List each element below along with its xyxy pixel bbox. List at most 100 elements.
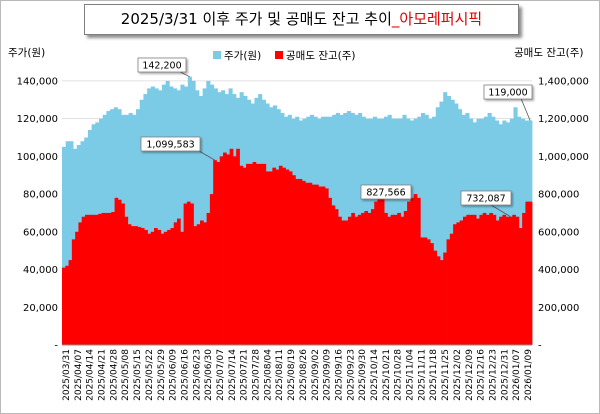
callout-leader [490,204,511,218]
short-balance-column [423,237,428,345]
short-balance-column [272,167,277,345]
short-balance-column [265,171,270,345]
short-balance-column [91,214,96,345]
short-balance-column [393,214,398,345]
short-balance-column [78,222,83,345]
short-balance-column [147,233,152,345]
price-column [180,84,185,345]
x-tick-label: 2026/01/07 [512,349,522,401]
price-column [173,88,178,345]
short-balance-column [282,167,286,345]
price-column [169,86,174,345]
short-balance-column [295,178,300,345]
short-balance-column [403,211,408,345]
x-tick-label: 2025/06/30 [204,349,214,401]
short-balance-column [518,228,523,345]
short-balance-column [98,213,102,345]
short-balance-column [426,239,431,345]
x-tick-label: 2025/06/09 [169,349,179,401]
short-balance-column [318,186,323,345]
price-column [202,88,207,345]
callout-box [360,184,412,200]
short-balance-column [111,211,115,345]
short-balance-column [361,212,365,345]
short-balance-column [101,212,106,345]
short-balance-column [216,161,221,345]
price-column [150,86,155,345]
short-balance-column [134,226,138,345]
short-balance-column [522,212,526,345]
callout-label: 119,000 [488,88,527,99]
short-balance-column [321,186,326,345]
x-tick-label: 2026/01/09 [524,349,534,401]
short-balance-column [502,214,507,345]
short-balance-column [71,239,76,345]
short-balance-column [492,214,497,345]
x-tick-label: 2025/12/31 [500,349,510,401]
short-balance-column [288,171,293,345]
price-column [158,90,163,345]
y-right-tick-label: 1,200,000 [538,114,589,125]
price-column [439,101,444,346]
y-right-tick-label: 800,000 [538,190,579,201]
short-balance-column [357,214,362,345]
x-tick-label: 2025/07/21 [240,349,250,401]
short-balance-column [377,195,382,345]
y-right-tick-label: 400,000 [538,265,579,276]
short-balance-column [351,212,355,345]
short-balance-column [482,212,487,345]
price-column [176,90,181,345]
x-tick-label: 2025/08/11 [275,349,285,401]
short-balance-column [177,218,181,345]
short-balance-column [170,228,175,345]
x-tick-label: 2025/04/21 [98,349,108,401]
y-left-tick-label: - [54,341,58,352]
short-balance-column [85,214,89,345]
short-balance-column [88,214,92,345]
y-right-axis-label: 공매도 잔고(주) [514,47,584,59]
short-balance-column [338,216,342,345]
short-balance-column [410,197,415,345]
short-balance-column [489,212,493,345]
price-column [143,94,148,345]
y-right-tick-label: 600,000 [538,227,579,238]
short-balance-column [259,163,263,345]
x-tick-label: 2025/06/23 [192,349,202,401]
callout-label: 1,099,583 [146,140,194,151]
y-left-tick-label: 80,000 [23,190,58,201]
callouts: 142,200 1,099,583 827,566 119,000 732,087 [137,57,533,218]
price-column [450,99,455,345]
x-tick-label: 2025/11/04 [406,349,416,401]
short-balance-column [62,267,66,345]
short-balance-column [311,184,316,345]
short-balance-column [200,220,204,345]
short-balance-column [104,212,109,345]
short-balance-column [154,228,158,345]
short-balance-column [397,212,401,345]
short-balance-column [75,231,79,345]
short-balance-column [456,222,461,345]
short-balance-column [292,175,296,345]
short-balance-column [439,260,444,345]
y-left-tick-label: 140,000 [17,76,58,87]
x-tick-label: 2025/03/31 [62,349,72,401]
short-balance-column [469,214,474,345]
x-tick-label: 2025/06/16 [181,349,191,401]
short-balance-column [246,163,250,345]
short-balance-column [180,231,185,345]
short-balance-column [108,212,112,345]
short-balance-column [121,203,125,345]
short-balance-column [298,178,303,345]
short-balance-column [528,201,533,345]
price-column [446,95,451,346]
short-balance-column [229,148,234,345]
price-column [428,118,433,345]
short-balance-column [495,220,500,345]
short-balance-column [485,214,490,345]
price-column [69,141,74,345]
legend-swatch-price [213,51,221,59]
y-right-tick-label: 1,000,000 [538,152,589,163]
short-balance-column [505,216,510,345]
legend-label-price: 주가(원) [224,50,261,62]
price-column [195,90,200,345]
